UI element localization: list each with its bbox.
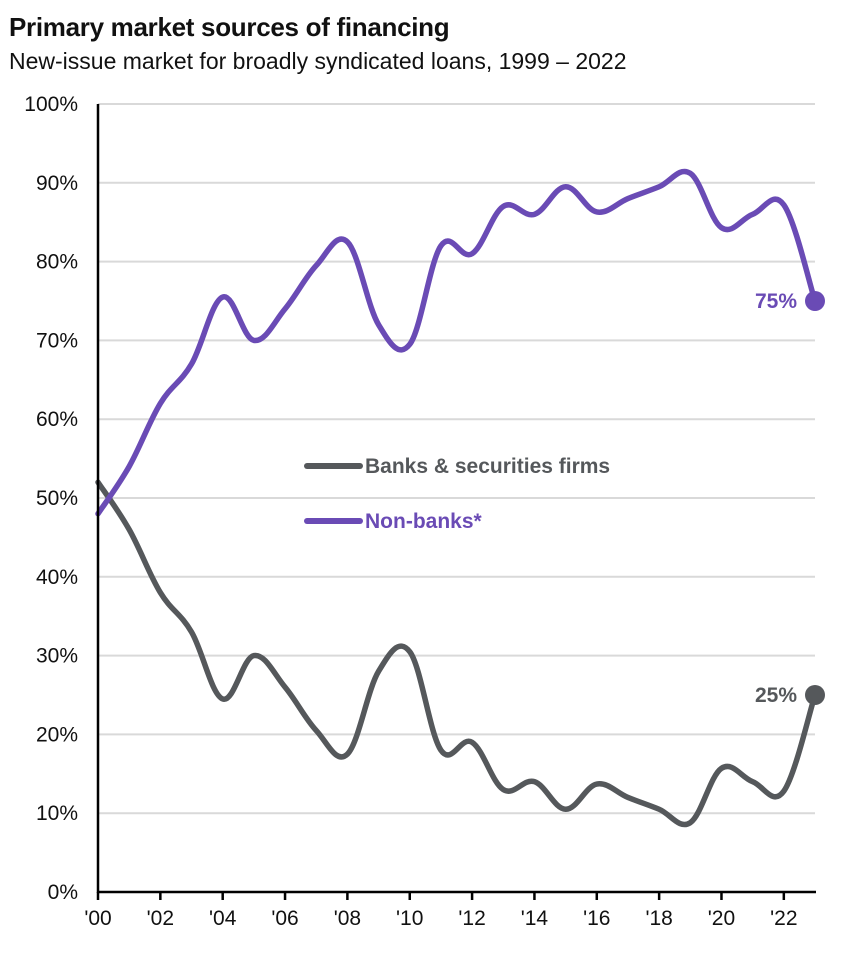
y-axis-ticks: 0% 10% 20% 30% 40% 50% 60% 70% 80% 90% 100% [24,93,78,904]
y-tick-label: 50% [36,487,78,510]
legend-label-banks: Banks & securities firms [365,455,610,478]
chart-subtitle: New-issue market for broadly syndicated … [9,48,627,74]
end-point-banks [805,685,825,705]
gridlines [98,103,815,815]
x-tick-label: '22 [770,907,797,930]
series-line-nonbanks [95,168,818,517]
x-tick-label: '10 [396,907,423,930]
x-tick-label: '20 [708,907,735,930]
x-tick-label: '04 [209,907,237,930]
legend: Banks & securities firms Non-banks* [304,455,610,533]
chart-title: Primary market sources of financing [9,12,450,42]
x-tick-label: '18 [645,907,672,930]
legend-label-nonbanks: Non-banks* [365,510,483,533]
x-tick-label: '06 [271,907,298,930]
x-tick-label: '00 [84,907,111,930]
y-tick-label: 60% [36,408,78,431]
x-tick-label: '12 [458,907,485,930]
x-tick-label: '02 [147,907,174,930]
x-tick-label: '08 [334,907,361,930]
x-axis-ticks: '00 '02 '04 '06 '08 '10 '12 '14 '16 '18 '20 '22 [84,892,798,930]
end-label-banks: 25% [755,684,797,707]
y-tick-label: 30% [36,645,78,668]
end-label-nonbanks: 75% [755,290,797,313]
y-tick-label: 90% [36,172,78,195]
x-tick-label: '14 [521,907,549,930]
y-tick-label: 70% [36,329,78,352]
y-tick-label: 100% [24,93,78,116]
end-point-nonbanks [805,291,825,311]
x-tick-label: '16 [583,907,610,930]
legend-item-nonbanks: Non-banks* [304,510,483,533]
y-tick-label: 80% [36,251,78,274]
series-line-banks [95,479,818,828]
y-tick-label: 10% [36,802,78,825]
series-lines [95,168,825,828]
legend-item-banks: Banks & securities firms [304,455,610,478]
y-tick-label: 40% [36,566,78,589]
y-tick-label: 20% [36,723,78,746]
y-tick-label: 0% [48,881,78,904]
